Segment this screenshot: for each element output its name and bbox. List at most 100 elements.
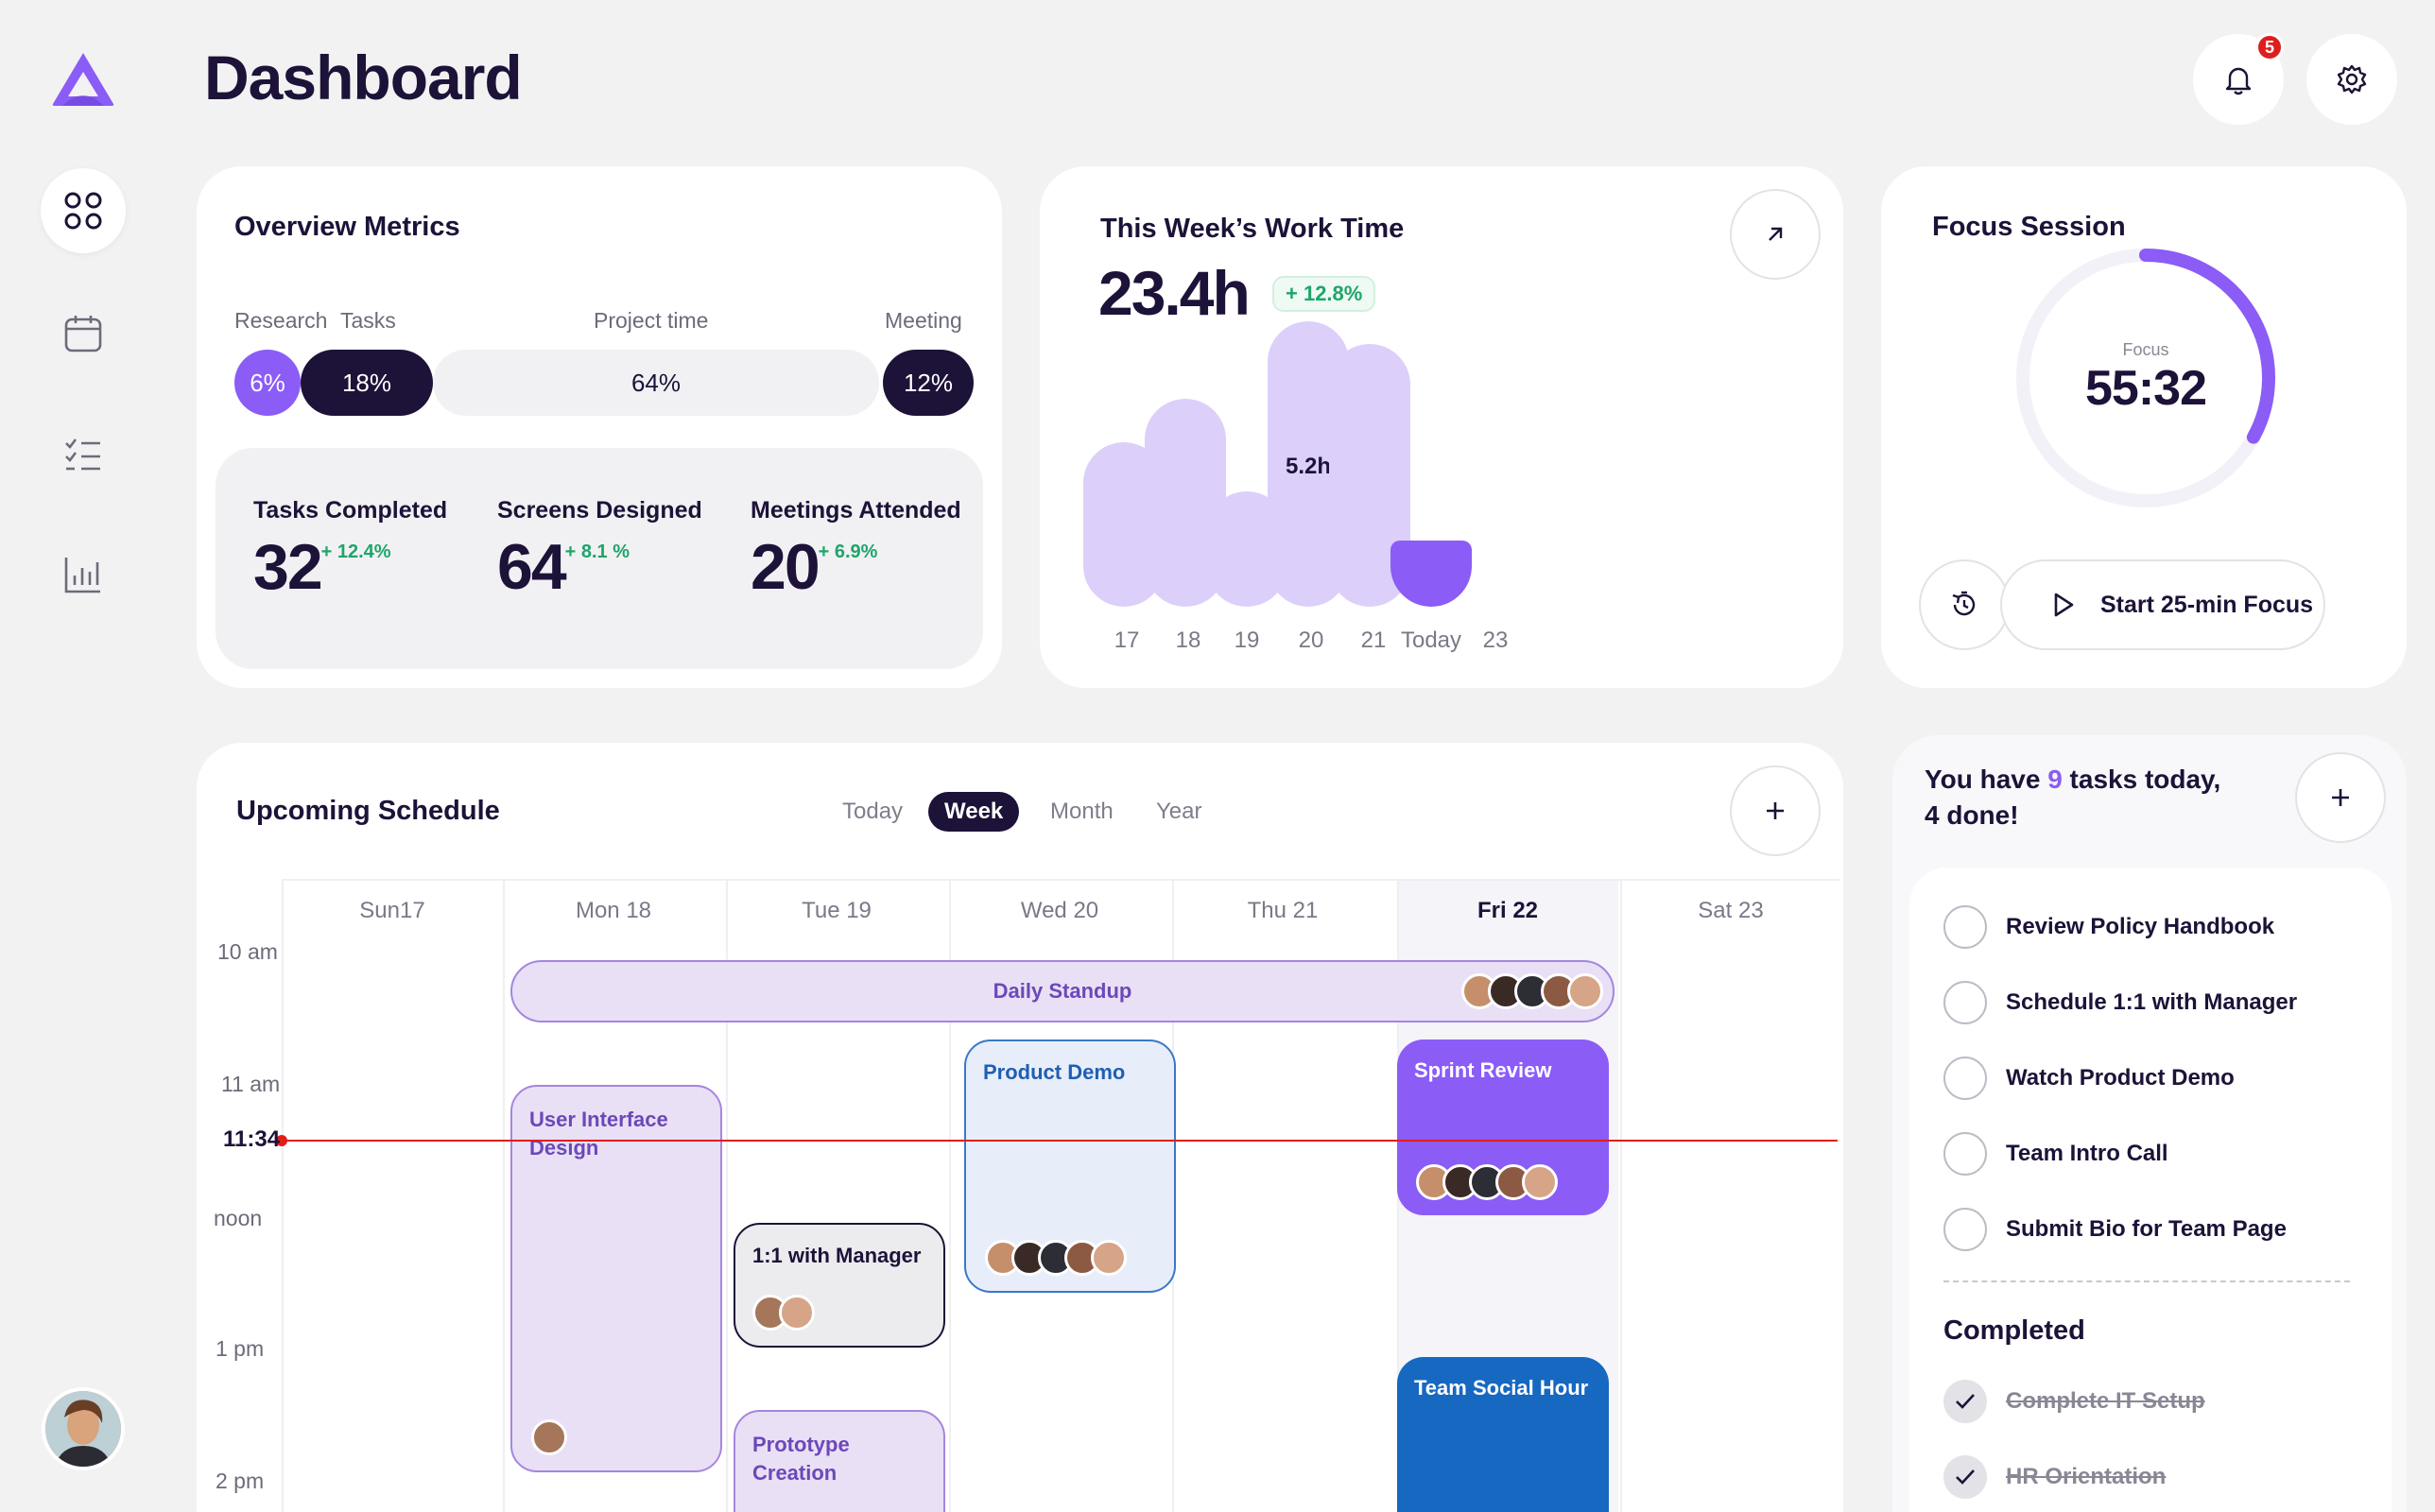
add-task-button[interactable]: [2295, 752, 2386, 843]
attendee-avatars: [531, 1419, 567, 1455]
completed-task-item[interactable]: HR Orientation: [1943, 1453, 2166, 1501]
event-one-on-one[interactable]: 1:1 with Manager: [734, 1223, 945, 1348]
task-label: Watch Product Demo: [2006, 1065, 2235, 1091]
expand-button[interactable]: [1730, 189, 1821, 280]
sidebar-item-dashboard[interactable]: [41, 168, 126, 253]
x-tick-label: Today: [1400, 627, 1462, 653]
add-event-button[interactable]: [1730, 765, 1821, 856]
timer-icon: [1952, 591, 1976, 616]
sidebar-item-analytics[interactable]: [41, 532, 126, 617]
schedule-title: Upcoming Schedule: [236, 796, 500, 826]
task-checkbox[interactable]: [1943, 1208, 1987, 1251]
attendee-avatars: [1461, 973, 1603, 1009]
avatar: [1567, 973, 1603, 1009]
event-prototype-creation[interactable]: Prototype Creation: [734, 1410, 945, 1512]
settings-button[interactable]: [2306, 34, 2397, 125]
task-label: HR Orientation: [2006, 1464, 2167, 1489]
focus-time: 55:32: [2085, 360, 2207, 416]
event-title: Prototype Creation: [752, 1433, 850, 1485]
completed-task-item[interactable]: Complete IT Setup: [1943, 1378, 2205, 1425]
time-label: 2 pm: [216, 1469, 265, 1493]
task-checkbox-checked[interactable]: [1943, 1380, 1987, 1423]
tab-week[interactable]: Week: [928, 792, 1020, 832]
work-time-total: 23.4h: [1098, 258, 1251, 328]
focus-progress-arc: [2139, 249, 2275, 444]
grid-line: [1620, 879, 1622, 1512]
event-title: User Interface Design: [529, 1108, 668, 1160]
stat-meetings-attended: Meetings Attended 20 + 6.9%: [751, 497, 961, 604]
focus-progress-ring: [2016, 249, 2275, 507]
x-tick-label: 21: [1360, 627, 1387, 653]
notifications-button[interactable]: 5: [2193, 33, 2284, 125]
task-label: Schedule 1:1 with Manager: [2006, 989, 2298, 1015]
focus-timer: Focus 55:32: [2010, 242, 2282, 514]
grid-line: [726, 879, 728, 1512]
event-sprint-review[interactable]: Sprint Review: [1397, 1040, 1609, 1215]
tab-today[interactable]: Today: [842, 799, 904, 824]
event-team-social-hour[interactable]: Team Social Hour: [1397, 1357, 1609, 1512]
task-item[interactable]: Review Policy Handbook: [1943, 903, 2274, 951]
task-checkbox[interactable]: [1943, 1132, 1987, 1176]
attendee-avatars: [985, 1240, 1127, 1276]
day-header: Wed 20: [1020, 898, 1099, 923]
focus-title: Focus Session: [1932, 212, 2126, 242]
avatar: [1091, 1240, 1127, 1276]
task-item[interactable]: Watch Product Demo: [1943, 1055, 2235, 1102]
task-checkbox[interactable]: [1943, 981, 1987, 1024]
day-header: Sun17: [359, 898, 425, 923]
time-label: 1 pm: [216, 1336, 265, 1361]
tab-year[interactable]: Year: [1156, 799, 1202, 824]
start-focus-button[interactable]: Start 25-min Focus: [2000, 559, 2325, 650]
notification-badge: 5: [2255, 33, 2284, 61]
stats-panel: Tasks Completed 32 + 12.4% Screens Desig…: [216, 448, 983, 669]
plus-icon: [2332, 789, 2349, 806]
stat-value: 20: [751, 531, 820, 603]
event-daily-standup[interactable]: Daily Standup: [510, 960, 1615, 1022]
day-header: Mon 18: [575, 898, 652, 923]
avatar: [779, 1295, 815, 1331]
focus-session-card: Focus Session Focus 55:32 Start 25-min F…: [1881, 166, 2407, 688]
segment-meeting[interactable]: 12%: [883, 350, 974, 416]
attendee-avatars: [752, 1295, 815, 1331]
timer-reset-button[interactable]: [1919, 559, 2010, 650]
day-header: Sat 23: [1698, 898, 1764, 923]
task-item[interactable]: Schedule 1:1 with Manager: [1943, 979, 2297, 1026]
task-item[interactable]: Team Intro Call: [1943, 1130, 2168, 1177]
sidebar-item-tasks[interactable]: [41, 411, 126, 496]
task-checkbox[interactable]: [1943, 905, 1987, 949]
event-title: 1:1 with Manager: [752, 1244, 922, 1267]
stat-value: 32: [253, 531, 323, 603]
start-focus-label: Start 25-min Focus: [2100, 591, 2314, 618]
segment-research[interactable]: 6%: [234, 350, 301, 416]
task-item[interactable]: Submit Bio for Team Page: [1943, 1206, 2287, 1253]
calendar-icon: [64, 316, 102, 352]
event-title: Daily Standup: [993, 979, 1132, 1003]
x-tick-label: 23: [1482, 627, 1509, 653]
work-time-delta: + 12.8%: [1272, 276, 1376, 312]
label-project-time: Project time: [594, 308, 709, 333]
event-product-demo[interactable]: Product Demo: [964, 1040, 1176, 1293]
tasks-done-line: 4 done!: [1925, 800, 2019, 830]
task-checkbox-checked[interactable]: [1943, 1455, 1987, 1499]
event-title: Team Social Hour: [1414, 1376, 1589, 1400]
stat-screens-designed: Screens Designed 64 + 8.1 %: [497, 497, 702, 604]
user-avatar[interactable]: [42, 1387, 125, 1470]
bar-chart-icon: [64, 558, 100, 593]
segment-project-time[interactable]: 64%: [433, 350, 879, 416]
grid-top-line: [282, 879, 1839, 881]
time-label: 11 am: [221, 1072, 281, 1096]
segment-tasks[interactable]: 18%: [301, 350, 433, 416]
tasks-count: 9: [2047, 765, 2063, 794]
task-checkbox[interactable]: [1943, 1057, 1987, 1100]
event-user-interface-design[interactable]: User Interface Design: [510, 1085, 722, 1472]
grid-line: [503, 879, 505, 1512]
sidebar-item-calendar[interactable]: [41, 291, 126, 376]
bell-icon: [2225, 67, 2252, 95]
bar-today[interactable]: [1390, 541, 1472, 607]
tab-month[interactable]: Month: [1050, 799, 1114, 824]
app-logo[interactable]: [49, 49, 117, 110]
grid-icon: [64, 192, 102, 230]
attendee-avatars: [1416, 1164, 1558, 1200]
day-header-today: Fri 22: [1477, 898, 1539, 923]
work-time-title: This Week’s Work Time: [1100, 214, 1405, 244]
